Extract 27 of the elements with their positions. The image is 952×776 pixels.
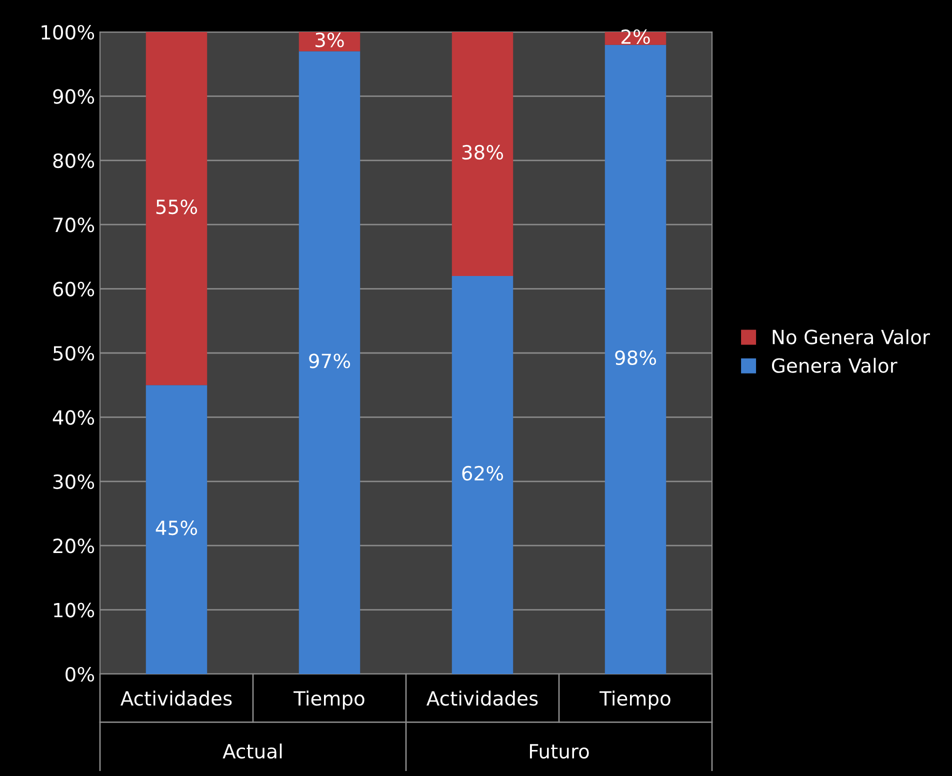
text: Actual [222, 744, 282, 759]
data-label: 45% [156, 520, 198, 536]
x-tick-label: Tiempo [294, 690, 364, 710]
y-tick-label: 100% [42, 24, 94, 40]
y-tick-label: 80% [53, 153, 94, 168]
y-tick-label: 30% [53, 474, 94, 490]
data-label: 62% [462, 466, 504, 481]
data-label: 38% [462, 144, 504, 160]
data-label: 97% [309, 354, 350, 368]
y-tick-label: 0% [66, 666, 94, 682]
y-tick-label: 60% [53, 282, 94, 296]
text: Futuro [530, 744, 589, 759]
y-tick-label: 50% [53, 346, 94, 361]
y-tick-label: 70% [54, 218, 94, 232]
y-tick-label: 40% [52, 410, 94, 425]
data-label: 2% [622, 29, 650, 44]
y-tick-label: 10% [54, 602, 94, 618]
data-label: 98% [615, 350, 656, 366]
y-tick-label: 20% [53, 538, 94, 554]
x-tick-label: Actividades [120, 690, 232, 706]
x-tick-label: Tiempo [600, 690, 670, 710]
legend-label: No Genera Valor [772, 329, 930, 344]
legend-label: Genera Valor [772, 358, 898, 373]
data-label: 55% [156, 199, 198, 214]
x-tick-label: Actividades [426, 690, 538, 706]
data-label: 3% [316, 32, 344, 48]
y-tick-label: 90% [53, 89, 94, 104]
